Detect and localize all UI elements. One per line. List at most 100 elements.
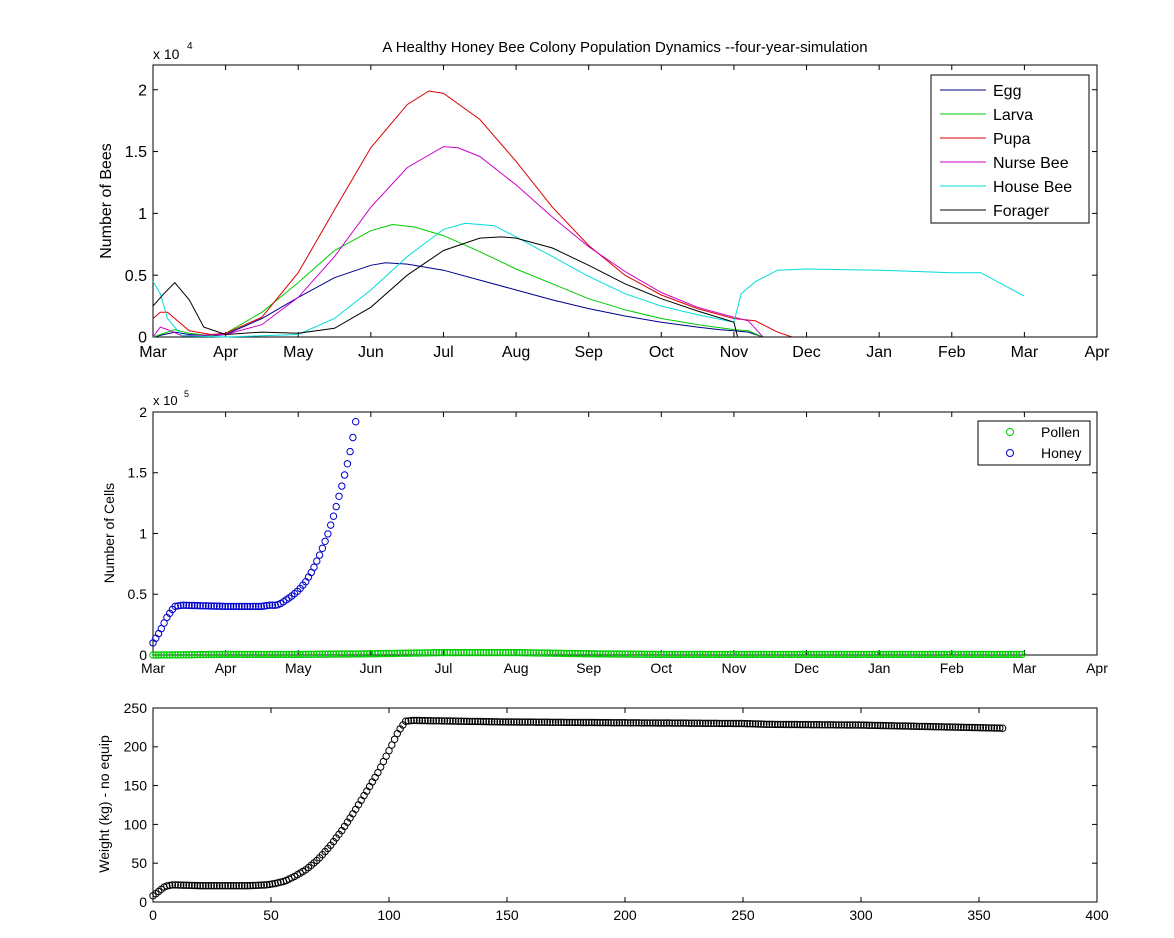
- marker-weight: [413, 716, 421, 725]
- marker-pollen: [393, 649, 401, 657]
- panel-population: x 10 4 Number of Bees Mar Apr May Jun Jul Aug…: [98, 41, 1110, 361]
- marker-weight: [862, 721, 871, 729]
- marker-pollen: [407, 649, 415, 657]
- marker-pollen: [227, 650, 235, 659]
- marker-weight: [946, 723, 954, 731]
- marker-pollen: [712, 650, 721, 659]
- marker-weight: [973, 723, 982, 732]
- marker-pollen: [343, 650, 352, 658]
- marker-pollen: [926, 650, 935, 659]
- marker-weight: [524, 718, 532, 726]
- marker-pollen: [665, 650, 674, 659]
- y-tick-label: 1: [139, 525, 147, 541]
- marker-pollen: [668, 650, 676, 659]
- legend-label: Egg: [993, 83, 1021, 100]
- marker-honey: [268, 601, 277, 609]
- marker-pollen: [862, 650, 871, 659]
- panel-cells: x 10 5 Number of Cells Mar Apr May Jun Jul Au…: [101, 389, 1108, 676]
- marker-weight: [426, 717, 435, 725]
- marker-pollen: [893, 650, 901, 659]
- marker-pollen: [171, 651, 179, 659]
- marker-weight: [579, 718, 588, 727]
- marker-pollen: [388, 649, 396, 658]
- marker-pollen: [524, 649, 532, 657]
- marker-pollen: [948, 650, 957, 659]
- marker-weight: [643, 719, 651, 727]
- marker-honey: [210, 602, 218, 610]
- marker-pollen: [482, 648, 490, 657]
- series-group-weight: [149, 716, 1007, 900]
- marker-honey: [263, 601, 271, 610]
- marker-pollen: [538, 649, 546, 657]
- marker-weight: [568, 718, 576, 727]
- marker-weight: [721, 719, 729, 728]
- series-line-forager: [152, 236, 1025, 338]
- marker-weight: [549, 718, 557, 726]
- x-tick-label: Mar: [141, 660, 165, 676]
- x-tick-label: 50: [263, 907, 279, 923]
- marker-weight: [571, 718, 579, 727]
- legend-label: Honey: [1041, 445, 1081, 461]
- marker-pollen: [446, 648, 454, 657]
- marker-weight: [876, 721, 885, 730]
- marker-pollen: [790, 650, 799, 659]
- marker-weight: [385, 747, 393, 755]
- marker-pollen: [626, 650, 635, 658]
- marker-honey: [352, 418, 360, 426]
- marker-pollen: [921, 650, 929, 659]
- plot-frame-cells: [152, 411, 1098, 656]
- marker-pollen: [588, 650, 596, 658]
- marker-weight: [218, 882, 227, 890]
- marker-pollen: [310, 650, 318, 658]
- marker-weight: [518, 718, 526, 726]
- marker-pollen: [796, 650, 804, 659]
- marker-pollen: [876, 650, 885, 659]
- marker-weight: [849, 721, 857, 729]
- marker-pollen: [643, 650, 651, 658]
- marker-pollen: [282, 650, 290, 659]
- marker-pollen: [957, 650, 965, 659]
- marker-weight: [907, 722, 915, 730]
- marker-pollen: [543, 649, 551, 657]
- marker-honey: [313, 557, 321, 565]
- marker-pollen: [515, 648, 524, 657]
- marker-weight: [868, 721, 876, 729]
- marker-pollen: [676, 650, 685, 659]
- marker-weight: [629, 719, 637, 727]
- marker-weight: [751, 720, 760, 728]
- series-line-pupa: [152, 90, 1025, 338]
- marker-pollen: [304, 650, 313, 658]
- marker-pollen: [987, 650, 996, 659]
- x-tick-label: Jan: [866, 344, 892, 361]
- marker-pollen: [704, 650, 712, 659]
- marker-pollen: [426, 649, 435, 657]
- marker-pollen: [715, 650, 724, 659]
- marker-pollen: [496, 648, 504, 657]
- marker-pollen: [743, 650, 751, 659]
- marker-pollen: [479, 648, 488, 657]
- marker-weight: [685, 719, 693, 727]
- marker-pollen: [429, 649, 438, 657]
- marker-weight: [188, 881, 196, 890]
- marker-pollen: [254, 650, 263, 659]
- marker-honey: [207, 602, 216, 610]
- marker-pollen: [910, 650, 918, 659]
- marker-honey: [254, 602, 263, 611]
- marker-pollen: [485, 648, 493, 657]
- marker-weight: [776, 720, 785, 729]
- marker-pollen: [868, 650, 876, 659]
- marker-pollen: [885, 650, 893, 659]
- marker-pollen: [851, 650, 860, 659]
- marker-pollen: [168, 651, 177, 659]
- marker-honey: [249, 602, 257, 611]
- marker-weight: [601, 718, 610, 727]
- marker-weight: [926, 722, 935, 731]
- marker-weight: [712, 719, 721, 727]
- marker-weight: [923, 722, 932, 731]
- marker-pollen: [901, 650, 910, 659]
- marker-pollen: [471, 648, 479, 657]
- marker-weight: [235, 882, 243, 890]
- marker-pollen: [443, 648, 451, 657]
- marker-pollen: [749, 650, 757, 659]
- marker-pollen: [207, 650, 216, 659]
